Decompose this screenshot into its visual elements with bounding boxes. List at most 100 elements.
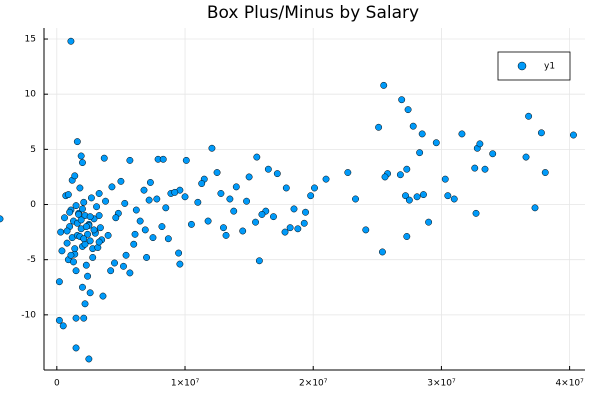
point: [489, 150, 497, 158]
point: [307, 192, 315, 200]
point: [76, 184, 84, 192]
point: [55, 316, 63, 324]
point: [258, 210, 266, 218]
point: [522, 153, 530, 161]
point: [232, 183, 240, 191]
point: [294, 225, 302, 233]
point: [73, 138, 81, 146]
point: [121, 199, 129, 207]
x-tick-label: 4×10⁷: [555, 379, 584, 389]
point: [378, 248, 386, 256]
point: [145, 196, 153, 204]
point: [71, 245, 79, 253]
point: [402, 192, 409, 200]
point: [89, 254, 97, 261]
point: [525, 112, 533, 120]
point: [239, 227, 247, 235]
point: [67, 251, 75, 259]
point: [416, 149, 424, 157]
y-tick-label: -10: [21, 310, 36, 320]
point: [198, 180, 206, 188]
point: [187, 220, 195, 228]
point: [204, 217, 212, 225]
point: [300, 219, 308, 227]
point: [302, 208, 309, 216]
point: [84, 230, 92, 238]
point: [158, 223, 166, 231]
x-tick-label: 2×10⁷: [299, 379, 328, 389]
point: [153, 195, 161, 203]
point: [71, 172, 79, 180]
point: [413, 193, 421, 201]
point: [273, 170, 281, 178]
point: [66, 208, 74, 216]
point: [270, 213, 277, 221]
point: [96, 224, 104, 232]
point: [107, 267, 115, 275]
point: [222, 231, 230, 239]
point: [162, 204, 170, 212]
point: [95, 190, 103, 197]
point: [64, 191, 72, 199]
point: [255, 257, 263, 265]
point: [352, 195, 359, 203]
point: [79, 205, 86, 213]
point: [79, 283, 86, 291]
point: [59, 322, 67, 330]
point: [252, 218, 259, 226]
point: [281, 228, 289, 236]
point: [398, 96, 406, 104]
point: [403, 233, 411, 240]
point: [104, 231, 112, 239]
point: [405, 196, 413, 204]
point: [226, 195, 234, 203]
point: [220, 224, 227, 232]
point: [472, 209, 480, 217]
point: [80, 198, 88, 206]
point: [159, 155, 167, 163]
point: [131, 230, 139, 238]
point: [531, 204, 539, 212]
point: [100, 154, 108, 162]
point: [432, 139, 440, 147]
point: [253, 153, 261, 161]
legend-box: [497, 51, 571, 81]
point: [85, 355, 93, 363]
point: [182, 156, 190, 164]
point: [175, 249, 183, 257]
point: [72, 202, 80, 210]
point: [0, 215, 4, 223]
point: [290, 205, 298, 213]
point: [77, 152, 85, 160]
point: [93, 203, 101, 211]
point: [375, 123, 383, 131]
point: [264, 165, 272, 173]
point: [79, 159, 86, 167]
point: [230, 207, 238, 215]
point: [164, 235, 172, 243]
point: [381, 173, 389, 181]
point: [217, 190, 225, 197]
point: [99, 292, 107, 300]
point: [126, 269, 134, 277]
point: [81, 300, 89, 308]
point: [80, 314, 88, 322]
point: [86, 213, 94, 221]
point: [61, 214, 68, 222]
point: [409, 122, 417, 130]
point: [418, 130, 426, 138]
point: [311, 184, 318, 192]
point: [146, 179, 154, 186]
x-tick-label: 3×10⁷: [427, 379, 456, 389]
point: [77, 216, 85, 224]
point: [84, 272, 92, 280]
point: [108, 183, 116, 191]
point: [122, 251, 130, 259]
point: [243, 197, 251, 205]
point: [102, 197, 109, 205]
point: [136, 217, 144, 225]
point: [72, 314, 80, 322]
point: [95, 212, 103, 219]
point: [380, 81, 388, 89]
